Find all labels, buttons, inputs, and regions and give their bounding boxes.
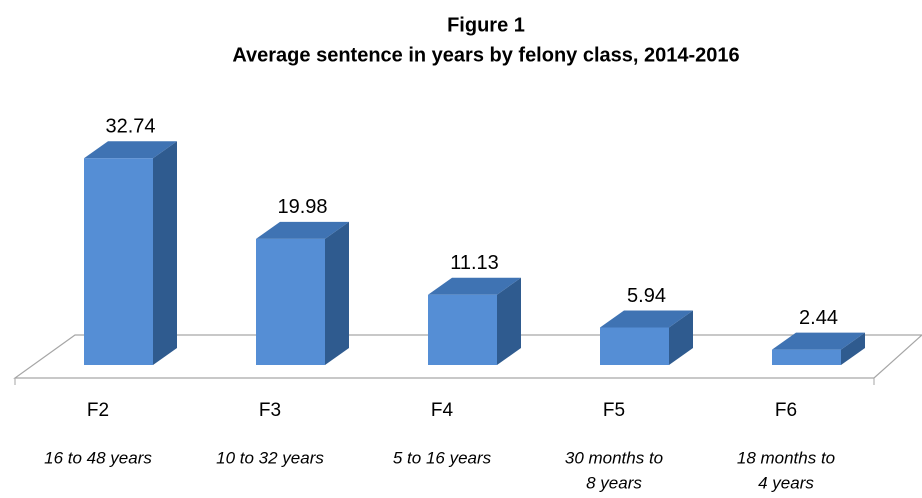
bar-face — [841, 332, 865, 365]
category-note: 18 months to — [737, 448, 835, 467]
x-tick-label: F4 — [431, 400, 454, 421]
value-label: 32.74 — [105, 116, 155, 138]
x-tick-label: F3 — [259, 400, 281, 421]
value-label: 19.98 — [277, 196, 327, 218]
x-tick-label: F5 — [603, 400, 625, 421]
category-note: 10 to 32 years — [216, 448, 324, 467]
bar-face — [84, 141, 177, 159]
floor — [13, 334, 922, 379]
bar-face — [428, 294, 497, 365]
bar — [428, 277, 521, 365]
bar-face — [84, 158, 153, 365]
bar-face — [600, 327, 669, 365]
bar — [84, 141, 177, 365]
category-note: 30 months to — [565, 448, 663, 467]
bar — [772, 332, 865, 365]
bar-face — [772, 332, 865, 350]
x-tick-label: F6 — [775, 400, 797, 421]
category-note: 8 years — [586, 473, 642, 492]
x-tick-label: F2 — [87, 400, 109, 421]
bar-face — [497, 277, 521, 365]
chart-subtitle: Average sentence in years by felony clas… — [232, 44, 739, 66]
bar-face — [256, 221, 349, 239]
category-note: 4 years — [758, 473, 814, 492]
value-label: 11.13 — [450, 252, 499, 274]
bar-face — [772, 349, 841, 365]
bar-face — [600, 310, 693, 328]
bar — [600, 310, 693, 365]
bar-face — [325, 221, 349, 365]
category-note: 5 to 16 years — [393, 448, 492, 467]
bar — [256, 221, 349, 365]
bar-face — [153, 141, 177, 365]
bar-face — [256, 238, 325, 365]
value-label: 5.94 — [627, 285, 666, 307]
chart-title: Figure 1 — [447, 14, 525, 36]
bar-face — [428, 277, 521, 295]
bar-face — [669, 310, 693, 365]
value-label: 2.44 — [799, 307, 838, 329]
category-note: 16 to 48 years — [44, 448, 152, 467]
